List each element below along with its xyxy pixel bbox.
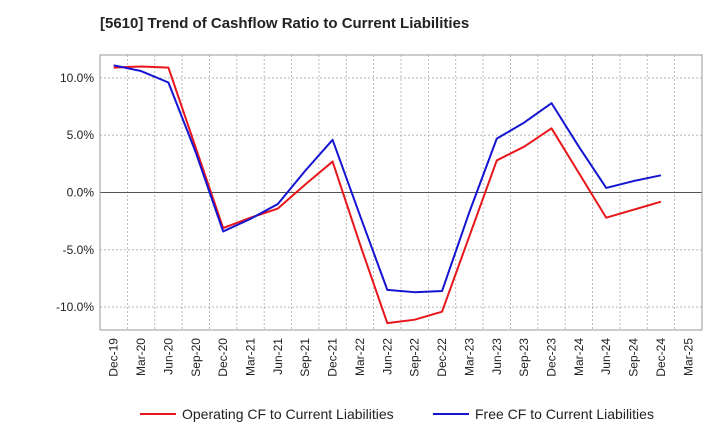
grid-layer [100,55,702,330]
plot-frame [99,54,703,331]
x-tick-label: Dec-24 [654,338,668,377]
x-tick-label: Jun-21 [271,338,285,375]
x-tick-label: Mar-25 [681,338,695,376]
legend-label-1: Operating CF to Current Liabilities [182,406,394,422]
y-tick-label: 0.0% [67,186,95,200]
x-tick-label: Mar-20 [134,338,148,376]
legend-label-2: Free CF to Current Liabilities [475,406,654,422]
x-tick-label: Sep-20 [189,338,203,377]
y-tick-label: 10.0% [60,71,94,85]
y-tick-label: 5.0% [67,128,95,142]
y-tick-label: -5.0% [63,243,95,257]
x-tick-label: Mar-21 [244,338,258,376]
legend-layer: Operating CF to Current Liabilities Free … [140,406,654,422]
x-tick-label: Sep-23 [517,338,531,377]
y-tick-label: -10.0% [56,300,94,314]
x-tick-label: Mar-23 [462,338,476,376]
x-tick-label: Sep-22 [408,338,422,377]
x-tick-label: Sep-24 [627,338,641,377]
chart-title: [5610] Trend of Cashflow Ratio to Curren… [100,15,470,32]
x-tick-label: Jun-23 [490,338,504,375]
x-tick-label: Jun-22 [380,338,394,375]
x-tick-label: Mar-24 [572,338,586,376]
x-tick-label: Dec-22 [435,338,449,377]
x-tick-label: Jun-24 [599,338,613,375]
x-tick-label: Sep-21 [298,338,312,377]
series-line-2 [113,64,662,294]
x-tick-label: Dec-21 [326,338,340,377]
series-layer [113,64,662,325]
x-tick-label: Dec-19 [107,338,121,377]
x-tick-label: Dec-20 [216,338,230,377]
x-tick-label: Dec-23 [545,338,559,377]
x-tick-label: Mar-22 [353,338,367,376]
series-line-1 [113,65,662,325]
axis-layer: 10.0% 5.0% 0.0% -5.0% -10.0% Dec-19 Mar-20 Jun-… [56,54,703,377]
x-tick-label: Jun-20 [161,338,175,375]
